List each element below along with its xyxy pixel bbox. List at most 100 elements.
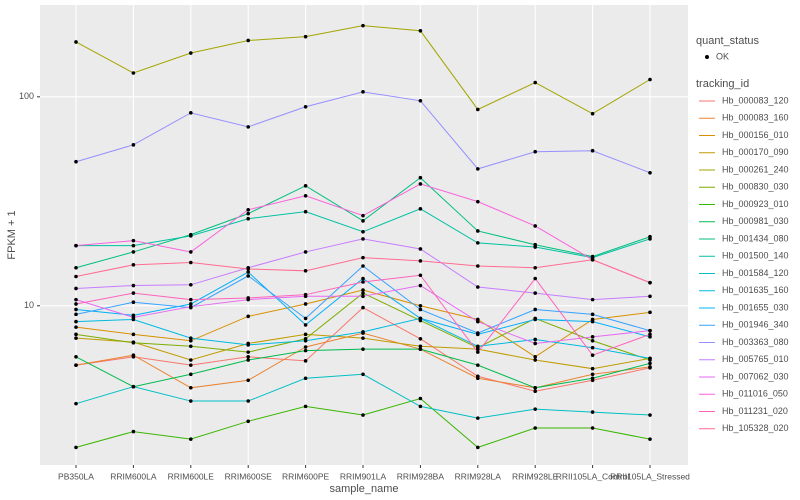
data-point [476,331,480,335]
data-point [418,396,423,401]
data-point [590,148,595,153]
data-point [246,207,250,212]
data-point [533,386,537,390]
data-point [189,363,193,367]
legend-label: Hb_000261_240 [722,164,789,174]
data-point [361,330,365,334]
data-point [246,125,250,129]
data-point [361,347,365,351]
data-point [131,341,136,345]
data-point [533,80,537,85]
data-point [74,336,78,340]
data-point [131,243,136,248]
data-point [131,332,136,337]
data-point [533,407,537,411]
data-point [74,332,78,337]
x-tick-label: RRII105LA_Control [556,471,630,481]
data-point [418,283,423,288]
data-point [418,207,423,211]
data-point [648,170,652,175]
data-point [418,175,423,180]
data-point [189,338,193,343]
data-point [246,267,250,271]
data-point [303,292,308,297]
data-point [418,28,423,33]
legend-label: Hb_000083_120 [722,95,789,105]
data-point [303,359,308,363]
x-tick-label: RRIM600LE [168,471,215,481]
data-point [246,38,250,43]
data-point [189,399,193,403]
data-point [533,245,537,249]
data-point [476,350,480,354]
data-point [476,107,480,112]
data-point [648,356,652,361]
data-point [590,111,595,116]
data-point [246,419,250,424]
data-point [189,302,193,306]
data-point [131,250,136,254]
data-point [533,317,537,322]
data-point [74,274,78,279]
data-point [418,259,423,263]
data-point [418,98,423,103]
data-point [131,291,136,295]
data-point [131,353,136,358]
data-point [246,296,250,300]
data-point [303,404,308,409]
data-point [361,264,365,268]
data-point [648,237,652,241]
data-point [418,303,423,308]
data-point [189,297,193,302]
data-point [648,413,652,417]
data-point [74,319,78,324]
data-point [590,345,595,350]
data-point [303,316,308,321]
data-point [476,376,480,381]
data-point [476,319,480,324]
data-point [533,389,537,394]
data-point [533,149,537,154]
data-point [648,294,652,299]
data-point [648,437,652,441]
data-point [590,335,595,339]
data-point [131,300,136,305]
data-point [476,241,480,245]
data-point [303,269,308,273]
data-point [590,410,595,414]
data-point [303,302,308,306]
legend-label: Hb_005765_010 [722,354,789,364]
data-point [361,23,365,28]
data-point [131,71,136,75]
data-point [361,372,365,377]
data-point [590,319,595,324]
data-point [74,445,78,450]
data-point [590,426,595,430]
data-point [131,384,136,389]
data-point [246,314,250,319]
x-tick-label: RRIM928LA [455,471,502,481]
legend-label: Hb_000156_010 [722,130,789,140]
data-point [189,304,193,309]
data-point [533,224,537,228]
data-point [189,234,193,238]
data-point [189,111,193,115]
data-point [303,193,308,198]
data-point [590,297,595,302]
data-point [189,344,193,349]
legend-label: OK [716,51,729,61]
data-point [74,312,78,317]
data-point [533,426,537,430]
legend-label: Hb_000830_030 [722,182,789,192]
y-tick-label: 100 [19,91,34,101]
data-point [303,209,308,214]
data-point [74,302,78,306]
data-point [648,328,652,333]
data-point [303,184,308,188]
data-point [189,250,193,254]
data-point [246,399,250,403]
data-point [590,353,595,358]
data-point [476,416,480,420]
data-point [361,280,365,284]
